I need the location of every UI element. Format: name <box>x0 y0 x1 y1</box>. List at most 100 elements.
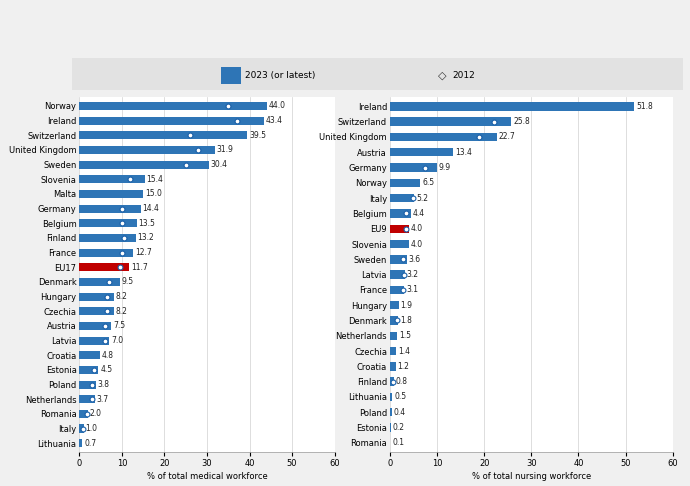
Text: 1.4: 1.4 <box>398 347 411 356</box>
Text: 0.4: 0.4 <box>393 408 406 417</box>
Text: 8.2: 8.2 <box>116 292 128 301</box>
Text: 51.8: 51.8 <box>636 102 653 111</box>
Text: 0.5: 0.5 <box>394 392 406 401</box>
Text: 43.4: 43.4 <box>266 116 283 125</box>
Bar <box>390 179 420 187</box>
Bar <box>390 378 393 386</box>
Bar <box>390 225 408 233</box>
Bar <box>79 424 83 433</box>
Bar <box>390 209 411 218</box>
Text: 13.2: 13.2 <box>137 233 154 243</box>
Text: 44.0: 44.0 <box>268 102 285 110</box>
Bar <box>79 381 95 389</box>
Text: 1.9: 1.9 <box>401 301 413 310</box>
Text: ◇: ◇ <box>438 70 446 80</box>
Bar <box>79 395 95 403</box>
Bar <box>79 219 137 227</box>
Bar <box>390 408 392 417</box>
Text: 3.1: 3.1 <box>406 285 418 295</box>
Bar <box>390 102 634 111</box>
Text: 2023 (or latest): 2023 (or latest) <box>245 71 315 80</box>
Bar <box>390 148 453 156</box>
Text: 11.7: 11.7 <box>131 263 148 272</box>
Text: 3.7: 3.7 <box>97 395 109 404</box>
Text: 9.5: 9.5 <box>121 278 134 286</box>
Bar <box>390 423 391 432</box>
Text: 9.9: 9.9 <box>438 163 451 172</box>
Text: 1.8: 1.8 <box>400 316 412 325</box>
Text: 3.8: 3.8 <box>97 380 109 389</box>
Text: 0.2: 0.2 <box>393 423 404 432</box>
Text: 4.4: 4.4 <box>413 209 424 218</box>
Text: 7.5: 7.5 <box>113 321 125 330</box>
Text: 2.0: 2.0 <box>90 409 101 418</box>
Bar <box>79 146 215 154</box>
Text: 5.2: 5.2 <box>416 193 428 203</box>
Text: 2012: 2012 <box>452 71 475 80</box>
Bar <box>390 301 399 310</box>
Text: 0.1: 0.1 <box>392 438 404 447</box>
Bar <box>79 160 208 169</box>
Text: 3.6: 3.6 <box>408 255 421 264</box>
Bar <box>79 322 111 330</box>
Bar <box>79 248 133 257</box>
Bar <box>79 117 264 125</box>
Bar <box>79 205 141 213</box>
Bar <box>390 194 415 202</box>
Text: 39.5: 39.5 <box>249 131 266 140</box>
Bar <box>79 131 248 139</box>
Text: 12.7: 12.7 <box>135 248 152 257</box>
Text: 14.4: 14.4 <box>142 204 159 213</box>
Text: 13.5: 13.5 <box>139 219 155 228</box>
Bar <box>79 190 144 198</box>
Bar <box>79 366 99 374</box>
Text: 22.7: 22.7 <box>499 133 515 141</box>
Bar <box>390 270 405 279</box>
Bar <box>79 410 88 418</box>
Bar <box>390 316 398 325</box>
X-axis label: % of total medical workforce: % of total medical workforce <box>146 472 268 481</box>
Bar <box>390 118 511 126</box>
Bar <box>79 278 120 286</box>
Bar <box>390 331 397 340</box>
Bar <box>79 336 109 345</box>
Bar <box>79 307 115 315</box>
Bar <box>79 293 115 301</box>
Text: 4.0: 4.0 <box>411 240 423 248</box>
Text: 4.0: 4.0 <box>411 224 423 233</box>
Bar <box>79 351 100 359</box>
Text: 15.4: 15.4 <box>146 175 164 184</box>
Bar <box>390 362 395 370</box>
Bar <box>79 439 82 447</box>
Title: Foreign-trained nurses: Foreign-trained nurses <box>464 59 599 69</box>
Text: 0.7: 0.7 <box>84 439 96 448</box>
Text: 1.5: 1.5 <box>399 331 411 340</box>
X-axis label: % of total nursing workforce: % of total nursing workforce <box>472 472 591 481</box>
Bar <box>79 263 129 271</box>
Text: 8.2: 8.2 <box>116 307 128 316</box>
Text: 6.5: 6.5 <box>422 178 435 187</box>
Text: 4.8: 4.8 <box>101 351 113 360</box>
Bar <box>390 255 407 263</box>
Text: 31.9: 31.9 <box>217 145 234 155</box>
Text: 3.2: 3.2 <box>407 270 419 279</box>
Text: 30.4: 30.4 <box>210 160 228 169</box>
Text: 25.8: 25.8 <box>513 117 530 126</box>
Bar <box>79 102 266 110</box>
Bar <box>390 286 404 294</box>
Text: 4.5: 4.5 <box>100 365 112 374</box>
Bar <box>390 347 397 355</box>
Text: 0.8: 0.8 <box>395 377 408 386</box>
Bar <box>390 393 392 401</box>
Text: 13.4: 13.4 <box>455 148 472 157</box>
Text: 15.0: 15.0 <box>145 190 161 198</box>
Text: 1.0: 1.0 <box>86 424 97 433</box>
Bar <box>79 175 145 183</box>
Bar <box>390 133 497 141</box>
Bar <box>79 234 135 242</box>
Text: 1.2: 1.2 <box>397 362 409 371</box>
Text: 7.0: 7.0 <box>111 336 123 345</box>
Bar <box>390 163 437 172</box>
Bar <box>390 240 408 248</box>
Title: Foreign-trained doctors: Foreign-trained doctors <box>137 59 277 69</box>
